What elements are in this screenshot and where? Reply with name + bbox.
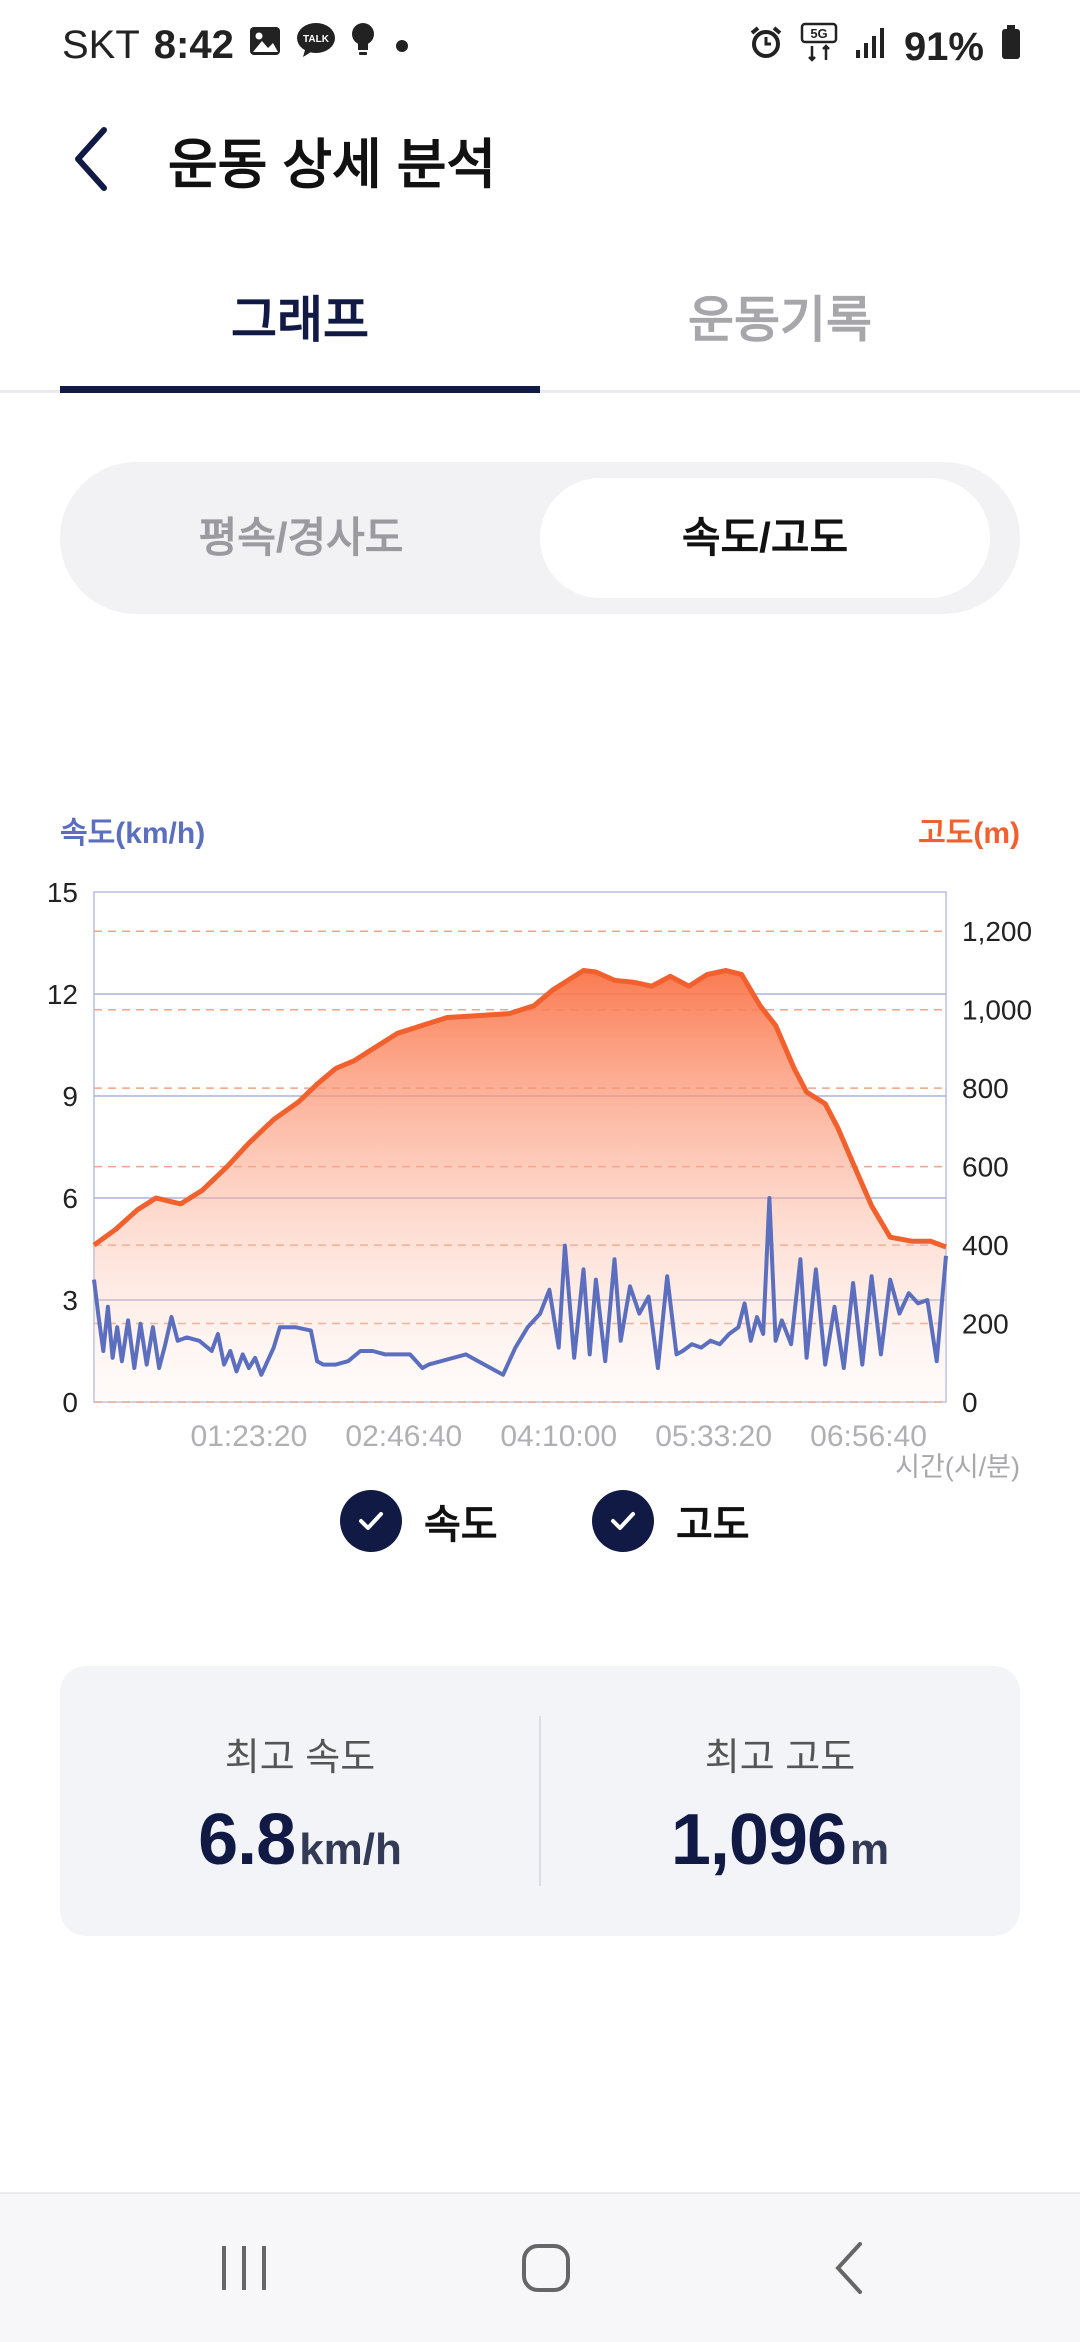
left-tick-label: 12 (47, 979, 78, 1010)
left-tick-label: 9 (62, 1081, 78, 1112)
x-tick-label: 04:10:00 (500, 1420, 617, 1453)
tab-records[interactable]: 운동기록 (688, 292, 872, 348)
x-tick-label: 01:23:20 (191, 1420, 308, 1453)
segment-avg-speed-slope[interactable]: 평속/경사도 (198, 514, 404, 561)
left-tick-label: 3 (62, 1285, 78, 1316)
alarm-icon (748, 24, 784, 70)
right-tick-label: 600 (962, 1152, 1009, 1183)
stats-card: 최고 속도 6.8km/h 최고 고도 1,096m (60, 1666, 1020, 1936)
x-tick-label: 05:33:20 (655, 1420, 772, 1453)
max-altitude-label: 최고 고도 (704, 1737, 856, 1779)
home-button[interactable] (506, 2238, 586, 2298)
max-altitude-value-row: 1,096m (540, 1799, 1020, 1881)
segment-speed-altitude[interactable]: 속도/고도 (540, 478, 990, 598)
right-tick-label: 800 (962, 1073, 1009, 1104)
app-bar: 운동 상세 분석 (0, 100, 1080, 220)
max-altitude-value: 1,096 (670, 1800, 847, 1880)
tab-graph[interactable]: 그래프 (231, 292, 369, 348)
nav-back-icon (835, 2242, 862, 2294)
max-altitude-unit: m (850, 1825, 890, 1874)
back-button[interactable] (62, 114, 122, 204)
battery-icon (1000, 24, 1022, 70)
left-axis-title: 속도(km/h) (60, 817, 206, 850)
right-axis-title: 고도(m) (918, 817, 1020, 850)
speed-altitude-chart: 0 3 6 9 12 15 0 200 400 600 800 1,000 1,200 01:23:20 0… (0, 860, 1080, 1500)
chevron-left-icon (75, 127, 107, 191)
home-icon (522, 2244, 570, 2292)
battery-percent: 91% (903, 24, 984, 69)
5g-icon: 5G (800, 22, 838, 72)
check-icon (592, 1490, 654, 1552)
check-icon (340, 1490, 402, 1552)
chart-canvas: 0 3 6 9 12 15 0 200 400 600 800 1,000 1,200 01:23:20 0… (47, 877, 1032, 1482)
signal-icon (854, 25, 888, 70)
right-tick-label: 400 (962, 1230, 1009, 1261)
x-tick-label: 06:56:40 (810, 1420, 927, 1453)
svg-text:TALK: TALK (303, 34, 330, 45)
max-altitude-stat: 최고 고도 1,096m (540, 1666, 1020, 1936)
right-tick-label: 200 (962, 1309, 1009, 1340)
bulb-icon (350, 22, 376, 68)
stats-divider (539, 1716, 541, 1886)
legend-altitude-label: 고도 (676, 1503, 750, 1547)
max-speed-label: 최고 속도 (224, 1737, 376, 1779)
legend-altitude[interactable]: 고도 (592, 1490, 750, 1552)
recent-apps-icon (222, 2246, 266, 2290)
tab-indicator (60, 386, 540, 393)
max-speed-value: 6.8 (198, 1800, 296, 1880)
speed-line (92, 1196, 948, 1377)
left-tick-label: 15 (47, 877, 78, 908)
page-title: 운동 상세 분석 (168, 135, 497, 195)
status-bar: SKT 8:42 TALK 5G 91% (0, 0, 1080, 90)
right-tick-label: 1,200 (962, 916, 1032, 947)
segmented-control: 평속/경사도 속도/고도 (60, 462, 1020, 614)
x-axis-title: 시간(시/분) (895, 1452, 1020, 1482)
chart-legend: 속도 고도 (0, 1490, 1080, 1560)
recent-apps-button[interactable] (204, 2238, 284, 2298)
right-tick-label: 1,000 (962, 995, 1032, 1026)
kakaotalk-icon: TALK (296, 22, 336, 68)
max-speed-unit: km/h (299, 1825, 402, 1874)
altitude-line (92, 968, 947, 1250)
legend-speed[interactable]: 속도 (340, 1490, 498, 1552)
tab-bar: 그래프 운동기록 (0, 250, 1080, 393)
system-nav-bar (0, 2192, 1080, 2342)
right-tick-label: 0 (962, 1387, 978, 1418)
gallery-icon (248, 23, 282, 68)
max-speed-value-row: 6.8km/h (60, 1799, 540, 1881)
nav-back-button[interactable] (810, 2238, 890, 2298)
carrier-label: SKT (62, 22, 140, 67)
dot-icon (390, 23, 414, 68)
max-speed-stat: 최고 속도 6.8km/h (60, 1666, 540, 1936)
legend-speed-label: 속도 (424, 1503, 498, 1547)
clock: 8:42 (153, 22, 234, 67)
left-tick-label: 0 (62, 1387, 78, 1418)
altitude-area (94, 970, 946, 1402)
svg-text:5G: 5G (810, 26, 827, 41)
left-tick-label: 6 (62, 1183, 78, 1214)
x-tick-label: 02:46:40 (345, 1420, 462, 1453)
